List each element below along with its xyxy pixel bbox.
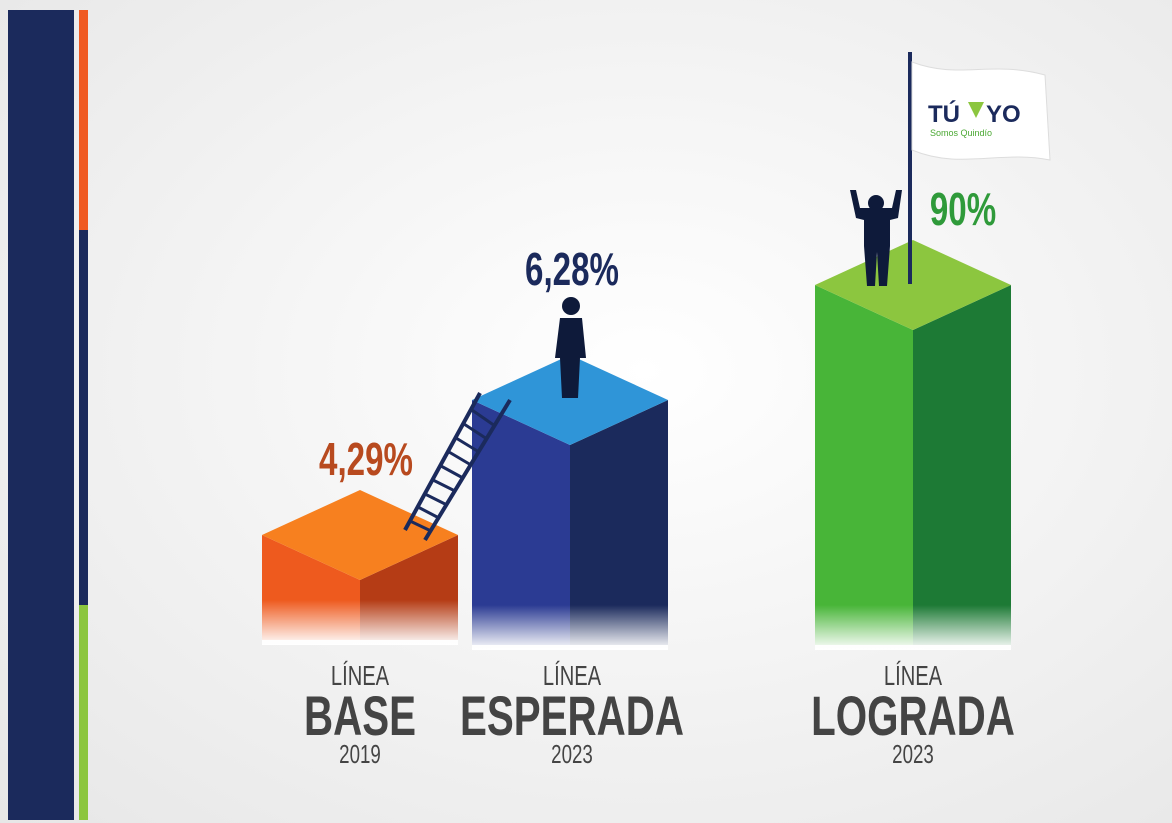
value-label: 6,28% xyxy=(525,245,619,295)
sidebar xyxy=(8,10,74,820)
logo-left: TÚ xyxy=(928,100,960,128)
value-label: 90% xyxy=(930,185,996,235)
caption-year: 2023 xyxy=(892,739,934,769)
person-celebrating xyxy=(850,190,902,286)
value-label: 4,29% xyxy=(319,435,413,485)
caption-year: 2023 xyxy=(551,739,593,769)
caption-year: 2019 xyxy=(339,739,381,769)
caption-line: LÍNEA xyxy=(331,661,390,692)
logo-right: YO xyxy=(986,101,1021,128)
person-thinking xyxy=(555,297,586,398)
caption-name: BASE xyxy=(304,686,416,748)
box-base xyxy=(262,490,458,645)
captions: LÍNEA BASE 2019 LÍNEA ESPERADA 2023 LÍNE… xyxy=(304,661,1015,769)
box-lograda xyxy=(815,240,1011,650)
flag: TÚ YO Somos Quindío xyxy=(908,52,1051,284)
strip-green xyxy=(79,605,88,820)
caption-line: LÍNEA xyxy=(884,661,943,692)
strip-navy xyxy=(79,230,88,605)
caption-line: LÍNEA xyxy=(543,661,602,692)
caption-name: LOGRADA xyxy=(811,686,1015,748)
strip-orange xyxy=(79,10,88,230)
box-esperada xyxy=(472,355,668,650)
caption-name: ESPERADA xyxy=(460,686,684,748)
ladder xyxy=(403,392,512,542)
logo-tagline: Somos Quindío xyxy=(930,128,992,138)
